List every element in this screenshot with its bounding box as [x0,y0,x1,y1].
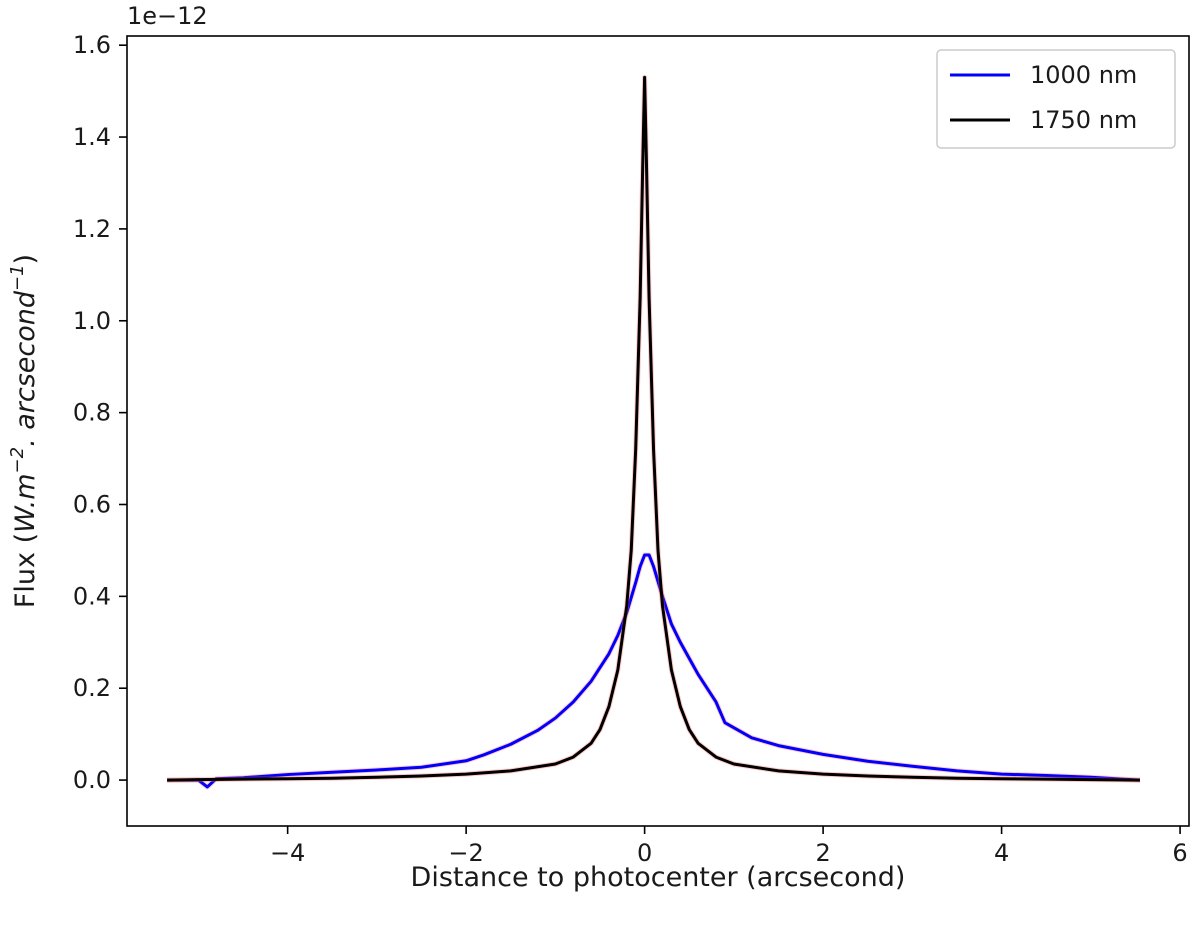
series-shadow-1000nm [167,552,1141,790]
y-tick-label: 0.8 [73,399,111,427]
y-axis-label: Flux (W.m−2. arcsecond−1) [7,254,41,608]
y-tick-label: 1.2 [73,215,111,243]
x-axis-ticks: −4 −2 0 2 4 6 [270,826,1188,867]
y-tick-label: 0.0 [73,766,111,794]
y-axis-label-exp1: −2 [7,447,28,474]
y-axis-label-exp2: −1 [7,264,28,291]
x-tick-label: 0 [637,839,652,867]
y-tick-label: 0.6 [73,490,111,518]
y-tick-label: 1.0 [73,307,111,335]
y-axis-label-mid: . arcsecond [10,290,41,447]
y-tick-label: 0.2 [73,674,111,702]
y-offset-label: 1e−12 [127,2,208,30]
y-tick-label: 1.4 [73,123,111,151]
legend: 1000 nm 1750 nm [936,49,1176,149]
plot-frame [126,35,1190,827]
y-tick-label: 1.6 [73,31,111,59]
y-axis-ticks: 0.0 0.2 0.4 0.6 0.8 1.0 1.2 1.4 1.6 [73,31,127,794]
y-axis-label-units: W.m [10,473,41,532]
legend-label-1750nm: 1750 nm [1030,106,1137,134]
x-tick-label: 4 [994,839,1009,867]
x-tick-label: −4 [270,839,305,867]
series-line-1000nm [167,553,1141,789]
x-tick-label: −2 [448,839,483,867]
legend-label-1000nm: 1000 nm [1030,61,1137,89]
y-axis-label-suffix: ) [10,254,41,265]
plot-lines [167,74,1141,790]
x-tick-label: 6 [1172,839,1187,867]
series-line-1750nm [167,75,1140,782]
y-axis-label-prefix: Flux ( [10,533,41,608]
x-axis-label: Distance to photocenter (arcsecond) [411,862,906,893]
y-tick-label: 0.4 [73,582,111,610]
x-tick-label: 2 [815,839,830,867]
